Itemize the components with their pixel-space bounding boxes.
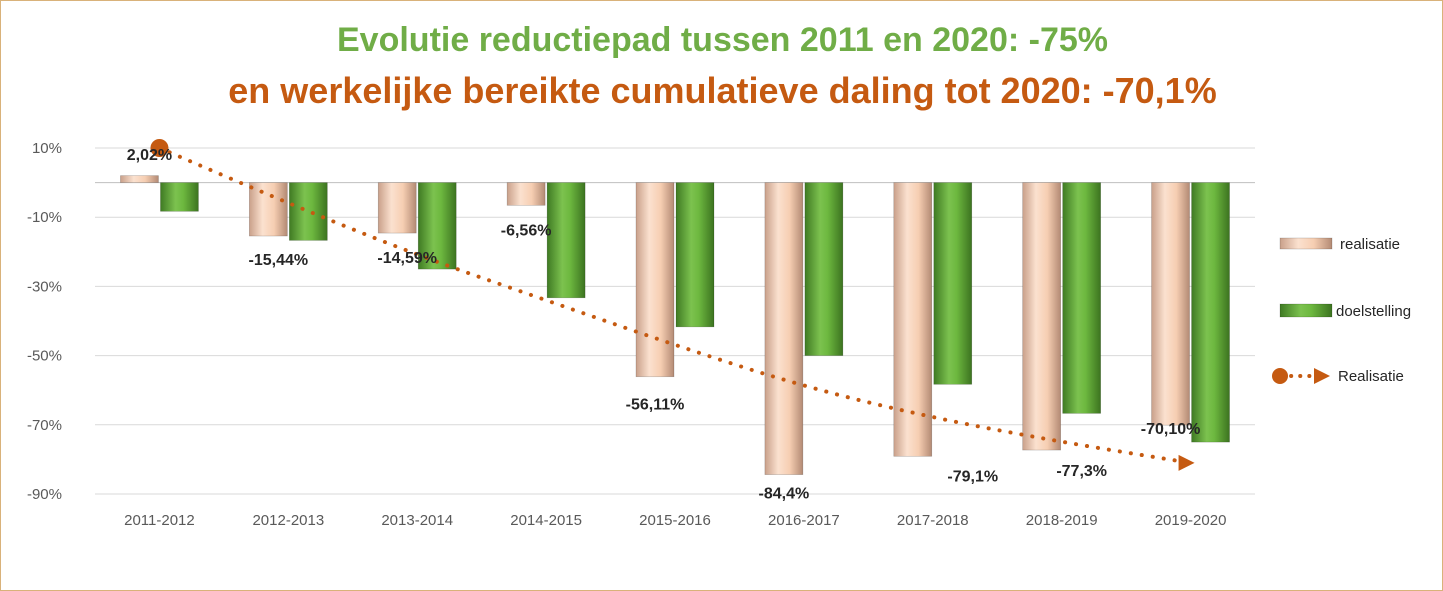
y-tick-label: -10% xyxy=(27,209,62,226)
chart-subtitle: en werkelijke bereikte cumulatieve dalin… xyxy=(228,70,1217,111)
bars xyxy=(120,175,1230,475)
y-tick-label: -30% xyxy=(27,278,62,295)
data-label: -15,44% xyxy=(249,252,309,269)
gridlines xyxy=(95,147,1255,495)
bar-realisatie xyxy=(120,175,159,183)
x-tick-label: 2015-2016 xyxy=(639,512,711,529)
bar-realisatie xyxy=(893,182,933,457)
chart-title: Evolutie reductiepad tussen 2011 en 2020… xyxy=(337,21,1108,59)
x-tick-label: 2013-2014 xyxy=(381,512,453,529)
y-tick-label: -70% xyxy=(27,417,62,434)
x-tick-label: 2012-2013 xyxy=(252,512,324,529)
bar-doelstelling xyxy=(160,182,199,212)
bar-realisatie xyxy=(249,182,288,237)
data-label: -70,10% xyxy=(1141,421,1201,438)
x-tick-label: 2014-2015 xyxy=(510,512,582,529)
bar-realisatie xyxy=(377,182,417,234)
x-tick-label: 2017-2018 xyxy=(897,512,969,529)
x-axis: 2011-2012 2012-2013 2013-2014 2014-2015 2015… xyxy=(124,512,1226,529)
bar-realisatie xyxy=(764,182,804,475)
bar-doelstelling xyxy=(1191,182,1230,443)
data-label: -56,11% xyxy=(626,397,685,414)
y-tick-label: 10% xyxy=(32,140,62,157)
trendline-start-marker xyxy=(150,139,169,157)
y-tick-label: -90% xyxy=(27,486,62,503)
x-tick-label: 2011-2012 xyxy=(124,512,195,529)
bar-realisatie xyxy=(1022,182,1061,451)
data-label: 2,02% xyxy=(127,147,172,164)
legend-marker-arrow xyxy=(1314,368,1330,384)
data-label: -84,4% xyxy=(759,486,810,503)
bar-realisatie xyxy=(506,182,546,206)
legend-label-realisatie: realisatie xyxy=(1340,236,1400,253)
trendline-end-arrow xyxy=(1178,454,1195,471)
bar-doelstelling xyxy=(933,182,973,385)
legend: realisatie doelstelling Realisatie xyxy=(1272,236,1411,385)
bar-realisatie xyxy=(1151,182,1190,426)
data-label: -14,59% xyxy=(377,250,437,267)
legend-label-realisatie-trend: Realisatie xyxy=(1338,368,1404,385)
bar-doelstelling xyxy=(1062,182,1101,414)
data-label: -77,3% xyxy=(1056,463,1107,480)
bar-doelstelling xyxy=(417,182,457,270)
legend-swatch-realisatie xyxy=(1279,237,1333,250)
x-tick-label: 2019-2020 xyxy=(1155,512,1227,529)
data-labels: 2,02% -15,44% -14,59% -6,56% -56,11% -84,4% -7… xyxy=(127,147,1201,503)
data-label: -79,1% xyxy=(947,468,998,485)
legend-label-doelstelling: doelstelling xyxy=(1336,303,1411,320)
legend-swatch-doelstelling xyxy=(1279,303,1333,318)
bar-doelstelling xyxy=(546,182,586,299)
x-tick-label: 2018-2019 xyxy=(1026,512,1098,529)
bar-doelstelling xyxy=(289,182,328,241)
data-label: -6,56% xyxy=(501,222,552,239)
bar-realisatie xyxy=(635,182,675,378)
y-tick-label: -50% xyxy=(27,348,62,365)
bar-doelstelling xyxy=(804,182,844,356)
x-tick-label: 2016-2017 xyxy=(768,512,840,529)
y-axis: 10% -10% -30% -50% -70% -90% xyxy=(27,140,62,503)
legend-marker-circle xyxy=(1272,368,1288,384)
bar-doelstelling xyxy=(675,182,715,328)
trendline xyxy=(150,139,1195,471)
